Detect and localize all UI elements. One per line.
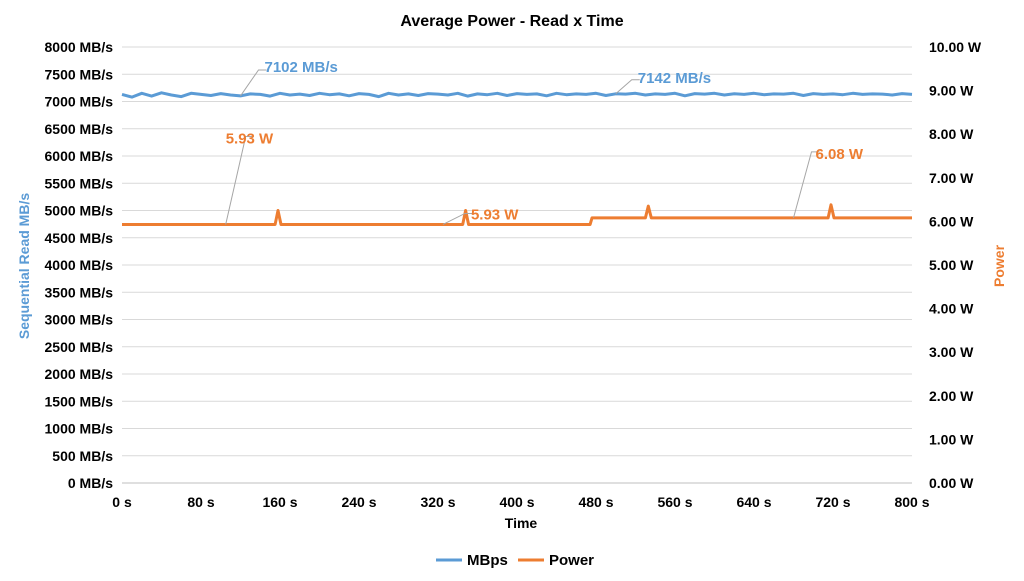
data-label: 7142 MB/s — [638, 70, 711, 87]
legend: MBps Power — [436, 552, 594, 569]
y-tick-label: 7500 MB/s — [45, 66, 114, 82]
y-tick-label: 7000 MB/s — [45, 94, 114, 110]
y-tick-label: 5500 MB/s — [45, 175, 114, 191]
legend-label-mbps: MBps — [467, 552, 508, 569]
annotation-leader — [442, 212, 473, 225]
y-tick-label: 5000 MB/s — [45, 203, 114, 219]
x-tick-label: 640 s — [736, 494, 771, 510]
y-tick-label: 3000 MB/s — [45, 312, 114, 328]
chart-title: Average Power - Read x Time — [400, 13, 623, 30]
y2-tick-label: 1.00 W — [929, 431, 974, 447]
x-tick-label: 720 s — [815, 494, 850, 510]
x-tick-label: 320 s — [420, 494, 455, 510]
series-lines — [121, 91, 913, 226]
y2-tick-label: 8.00 W — [929, 126, 974, 142]
y-tick-label: 4500 MB/s — [45, 230, 114, 246]
y-tick-label: 0 MB/s — [68, 475, 113, 491]
data-label: 6.08 W — [816, 146, 864, 163]
y-tick-label: 8000 MB/s — [45, 39, 114, 55]
y-tick-label: 6000 MB/s — [45, 148, 114, 164]
gridlines — [122, 46, 912, 484]
x-tick-label: 240 s — [341, 494, 376, 510]
y2-tick-label: 5.00 W — [929, 257, 974, 273]
y2-tick-label: 0.00 W — [929, 475, 974, 491]
y-tick-label: 500 MB/s — [52, 448, 113, 464]
y2-tick-label: 10.00 W — [929, 39, 982, 55]
data-labels: 7102 MB/s 7142 MB/s 5.93 W 5.93 W 6.08 W — [225, 59, 864, 225]
y2-tick-label: 6.00 W — [929, 213, 974, 229]
annotation-leader — [240, 69, 267, 97]
y2-axis-title: Power — [991, 244, 1007, 287]
x-tick-label: 560 s — [657, 494, 692, 510]
y-tick-label: 2500 MB/s — [45, 339, 114, 355]
y2-tick-label: 7.00 W — [929, 170, 974, 186]
series-line-mbps — [121, 91, 913, 99]
y2-tick-label: 9.00 W — [929, 83, 974, 99]
y-tick-label: 1500 MB/s — [45, 393, 114, 409]
annotation-leader — [225, 135, 254, 225]
x-tick-label: 800 s — [894, 494, 929, 510]
x-tick-label: 0 s — [112, 494, 132, 510]
data-label: 5.93 W — [471, 206, 519, 223]
x-tick-label: 400 s — [499, 494, 534, 510]
x-tick-label: 80 s — [187, 494, 214, 510]
axes: 0 MB/s 500 MB/s 1000 MB/s 1500 MB/s 2000 MB/… — [45, 39, 982, 510]
legend-label-power: Power — [549, 552, 594, 569]
data-label: 5.93 W — [226, 130, 274, 147]
y-axis-title: Sequential Read MB/s — [16, 193, 32, 339]
y-tick-label: 2000 MB/s — [45, 366, 114, 382]
x-axis-title: Time — [505, 515, 538, 531]
y2-tick-label: 2.00 W — [929, 388, 974, 404]
y-tick-label: 3500 MB/s — [45, 284, 114, 300]
series-line-power — [122, 203, 912, 226]
annotation-leader — [615, 79, 640, 95]
y2-tick-label: 4.00 W — [929, 301, 974, 317]
x-tick-label: 480 s — [578, 494, 613, 510]
data-label: 7102 MB/s — [265, 59, 338, 76]
annotation-leader — [793, 151, 820, 219]
y-tick-label: 4000 MB/s — [45, 257, 114, 273]
y-tick-label: 1000 MB/s — [45, 421, 114, 437]
y2-tick-label: 3.00 W — [929, 344, 974, 360]
y-tick-label: 6500 MB/s — [45, 121, 114, 137]
x-tick-label: 160 s — [262, 494, 297, 510]
